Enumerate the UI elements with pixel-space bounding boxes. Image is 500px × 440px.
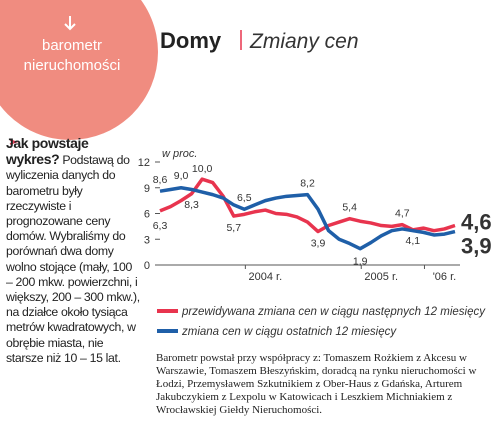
line-series xyxy=(159,177,456,234)
x-tick-label: 2004 r. xyxy=(249,271,283,283)
sidebar: Jak powstaje wykres? Podstawą do wylicze… xyxy=(6,135,140,366)
x-tick-label: '06 r. xyxy=(433,271,457,283)
data-label: 3,9 xyxy=(461,234,492,259)
badge: barometr nieruchomości xyxy=(24,37,121,74)
legend-label: przewidywana zmiana cen w ciągu następny… xyxy=(181,306,486,318)
badge-circle xyxy=(0,0,158,140)
data-label: 4,1 xyxy=(406,235,421,247)
footnote: Barometr powstał przy współpracy z: Toma… xyxy=(156,352,477,416)
data-label: 1,9 xyxy=(353,256,368,268)
data-label: 8,3 xyxy=(184,199,199,211)
data-label: 3,9 xyxy=(311,238,326,250)
y-tick-label: 9 xyxy=(144,183,150,195)
data-label: 6,3 xyxy=(153,220,168,232)
chart-subtitle: Zmiany cen xyxy=(249,30,359,53)
y-tick-label: 6 xyxy=(144,209,150,221)
data-label: 6,5 xyxy=(237,192,252,204)
data-label: 8,6 xyxy=(153,174,168,186)
y-tick-label: 0 xyxy=(144,260,150,272)
y-tick-label: 12 xyxy=(138,157,150,169)
data-label: 10,0 xyxy=(192,163,213,175)
data-label: 5,4 xyxy=(342,202,357,214)
sidebar-heading: Jak powstaje wykres? xyxy=(6,135,89,168)
legend-label: zmiana cen w ciągu ostatnich 12 miesięcy xyxy=(181,326,397,338)
badge-arrow xyxy=(64,16,76,31)
y-axis-label: w proc. xyxy=(162,148,197,160)
sidebar-body: Podstawą do wyliczenia danych do baromet… xyxy=(6,153,140,365)
y-tick-label: 3 xyxy=(144,234,150,246)
data-label: 4,6 xyxy=(461,210,492,235)
data-label: 8,2 xyxy=(300,178,315,190)
data-label: 5,7 xyxy=(226,222,241,234)
line-series xyxy=(159,186,456,251)
x-tick-label: 2005 r. xyxy=(364,271,398,283)
sidebar-arrow xyxy=(9,139,19,145)
chart-title: Domy xyxy=(160,28,222,53)
data-label: 4,7 xyxy=(395,208,410,220)
data-label: 9,0 xyxy=(174,170,189,182)
